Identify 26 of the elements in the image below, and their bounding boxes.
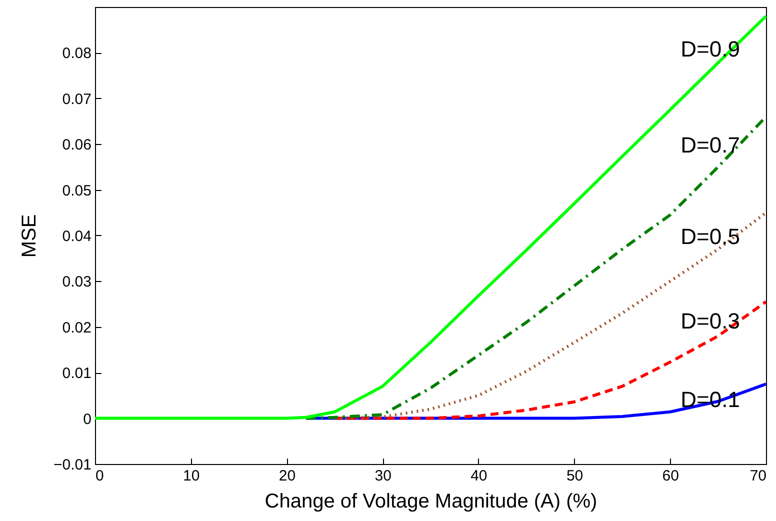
y-tick-label: −0.01 [54,456,92,474]
y-axis-title: MSE [18,214,41,258]
y-tick-label: 0.04 [62,228,92,245]
y-tick-label: 0.02 [62,319,92,336]
series-label: D=0.3 [680,308,740,334]
y-tick-label: 0.03 [62,274,92,291]
line-series [94,14,768,420]
x-tick-label: 50 [566,468,584,484]
line-series [333,211,768,420]
x-tick-label: 20 [278,468,296,484]
y-tick-label: 0.07 [62,90,92,108]
series-label: D=0.5 [680,224,740,249]
x-tick-label: 40 [470,468,488,484]
y-tick-label: 0.06 [62,136,92,154]
x-tick-label: 60 [662,468,679,484]
y-tick-label: 0.05 [62,182,92,200]
x-tick-label: 70 [750,468,766,484]
x-tick-label: 10 [183,468,200,484]
series-label: D=0.7 [680,132,740,158]
x-tick-label: 0 [96,468,104,484]
line-series [333,300,768,420]
y-tick-label: 0.01 [62,365,92,382]
y-tick-label: 0 [83,410,92,428]
x-axis-title: Change of Voltage Magnitude (A) (%) [264,490,598,512]
y-tick-label: 0.08 [62,45,92,62]
x-tick-label: 30 [374,468,392,484]
